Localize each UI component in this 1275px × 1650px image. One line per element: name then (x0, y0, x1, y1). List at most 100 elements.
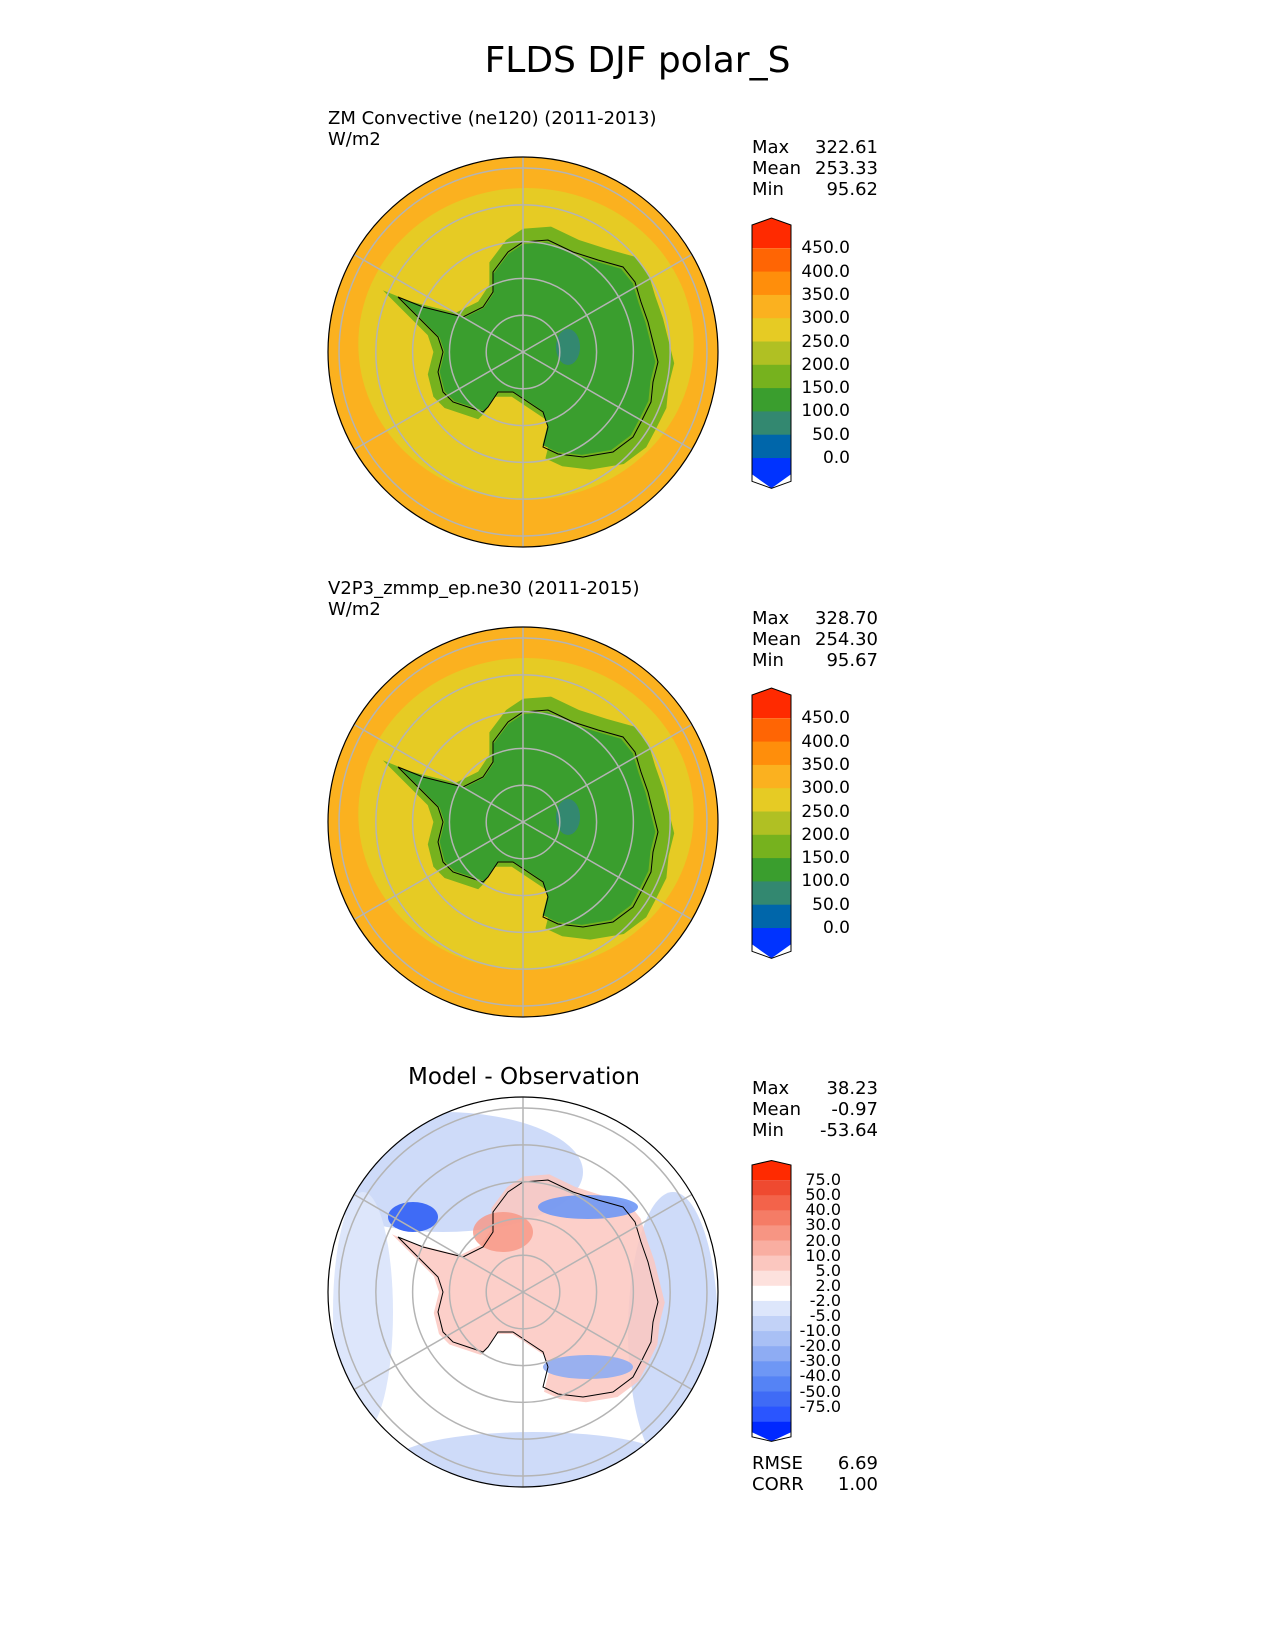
panel1-colorbar-tick-label: 350.0 (801, 284, 850, 305)
colorbar-cell (752, 1270, 791, 1287)
panel1-meridian (353, 351, 524, 451)
panel1-meridian (522, 253, 693, 353)
colorbar-cell (752, 1316, 791, 1332)
panel3-meridian (522, 1193, 693, 1293)
panel1-colorbar-tick-label: 0.0 (822, 448, 850, 468)
panel3-meridian (522, 1291, 693, 1391)
panel2-colorbar-tick-label: 300.0 (801, 778, 850, 799)
panel1-stat-min: Min 95.62 (752, 179, 878, 200)
colorbar-cell (752, 271, 791, 296)
panel3-coastline (397, 1179, 659, 1398)
colorbar-cell (752, 1406, 791, 1423)
panel3-stat-min: Min -53.64 (752, 1120, 878, 1141)
colorbar-cell (752, 364, 791, 389)
colorbar-cell (752, 458, 791, 489)
panel3-colorbar-tick-label: -50.0 (799, 1381, 841, 1401)
panel1-land-minimum (556, 329, 580, 365)
colorbar-cell (752, 718, 791, 743)
panel1-title: ZM Convective (ne120) (2011-2013) (328, 108, 657, 129)
panel1-colorbar-tick-label: 250.0 (801, 331, 850, 352)
colorbar-cell (752, 248, 791, 273)
colorbar-cell (752, 318, 791, 342)
panel1-colorbar (751, 217, 792, 489)
colorbar-cell (752, 1361, 791, 1377)
panel3-rmse: RMSE 6.69 (752, 1453, 878, 1474)
panel3-colorbar-tick-label: -30.0 (799, 1351, 841, 1371)
panel2-colorbar-tick-label: 350.0 (801, 754, 850, 775)
colorbar-cell (752, 411, 791, 436)
panel2-colorbar-tick-label: 200.0 (801, 824, 850, 845)
panel1-map-group (327, 156, 719, 548)
panel3-colorbar-tick-label: -40.0 (799, 1366, 841, 1386)
panel2-stat-max: Max 328.70 (752, 608, 878, 629)
panel1-stat-mean: Mean 253.33 (752, 158, 878, 179)
panel2-coastline (397, 709, 659, 928)
colorbar-cell (752, 881, 791, 906)
colorbar-cell (752, 218, 791, 249)
panel3-negative-coast-east (543, 1355, 633, 1379)
panel3-stat-max: Max 38.23 (752, 1078, 878, 1099)
panel2-map-border (327, 626, 719, 1018)
panel3-colorbar-tick-label: 20.0 (805, 1230, 841, 1250)
panel2-stat-min: Min 95.67 (752, 650, 878, 671)
panel2-units: W/m2 (328, 599, 381, 620)
panel1-map-border (327, 156, 719, 548)
panel2-stat-mean: Mean 254.30 (752, 629, 878, 650)
panel3-colorbar-tick-label: -75.0 (799, 1396, 841, 1416)
panel3-map-group (327, 1096, 719, 1488)
panel3-negative-peninsula (388, 1202, 438, 1232)
colorbar-cell (752, 1160, 791, 1181)
colorbar-cell (752, 741, 791, 766)
panel2-colorbar-tick-label: 400.0 (801, 731, 850, 752)
panel1-colorbar-tick-label: 150.0 (801, 378, 850, 399)
colorbar-cell (752, 688, 791, 719)
panel3-colorbar-tick-label: 5.0 (815, 1260, 841, 1280)
colorbar-cell (752, 1331, 791, 1347)
panel3-colorbar-tick-label: 75.0 (805, 1170, 841, 1190)
panel3-map-border (327, 1096, 719, 1488)
colorbar-cell (752, 834, 791, 859)
panel3-meridian (353, 1193, 524, 1293)
panel1-meridian (353, 253, 524, 353)
panel2-colorbar-tick-label: 100.0 (801, 871, 850, 892)
panel2-meridian (522, 821, 693, 921)
panel2-title: V2P3_zmmp_ep.ne30 (2011-2015) (328, 578, 640, 599)
panel1-coastline (397, 239, 659, 458)
panel1-meridian (522, 351, 693, 451)
colorbar-cell (752, 434, 791, 459)
panel1-colorbar-tick-label: 400.0 (801, 261, 850, 282)
panel2-map-group (327, 626, 719, 1018)
colorbar-cell (752, 788, 791, 812)
colorbar-cell (752, 764, 791, 789)
colorbar-outline (751, 1159, 792, 1442)
colorbar-cell (752, 1180, 791, 1196)
colorbar-cell (752, 1300, 791, 1317)
colorbar-cell (752, 1210, 791, 1226)
panel2-colorbar (751, 687, 792, 959)
panel3-colorbar-tick-label: 50.0 (805, 1185, 841, 1205)
panel3-colorbar-tick-label: -2.0 (809, 1290, 841, 1310)
panel3-negative-coast-north (538, 1195, 638, 1219)
colorbar-cell (752, 1195, 791, 1211)
panel3-colorbar (751, 1159, 792, 1442)
colorbar-cell (752, 294, 791, 319)
panel3-title: Model - Observation (407, 1064, 641, 1090)
panel2-colorbar-tick-label: 450.0 (801, 708, 850, 729)
panel3-corr: CORR 1.00 (752, 1474, 878, 1495)
panel3-colorbar-tick-label: 40.0 (805, 1200, 841, 1220)
colorbar-cell (752, 1285, 791, 1302)
panel3-meridian (353, 1291, 524, 1391)
panel2-colorbar-tick-label: 250.0 (801, 801, 850, 822)
panel2-meridian (522, 723, 693, 823)
panel3-colorbar-tick-label: -10.0 (799, 1321, 841, 1341)
panel1-units: W/m2 (328, 129, 381, 150)
panel1-colorbar-tick-label: 50.0 (812, 424, 850, 445)
colorbar-cell (752, 928, 791, 959)
colorbar-cell (752, 388, 791, 412)
panel2-colorbar-tick-label: 150.0 (801, 848, 850, 869)
panel3-stat-mean: Mean -0.97 (752, 1099, 878, 1120)
colorbar-cell (752, 1391, 791, 1408)
colorbar-cell (752, 1421, 791, 1442)
panel1-colorbar-tick-label: 100.0 (801, 401, 850, 422)
